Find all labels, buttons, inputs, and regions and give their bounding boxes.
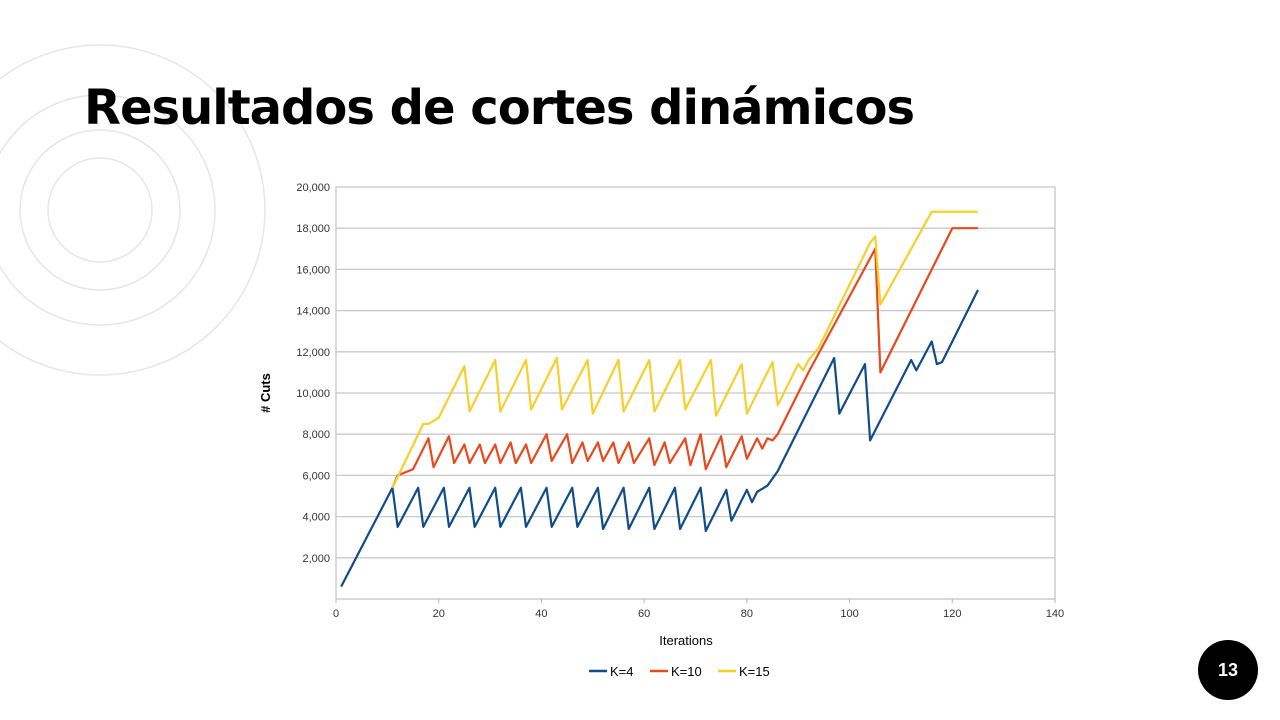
series-line-k4 [340,289,979,588]
legend-label: K=10 [671,664,702,679]
legend: K=4 K=10 K=15 [589,664,770,679]
y-tick-label: 10,000 [296,388,330,400]
x-tick-label: 40 [535,608,547,620]
y-tick-label: 12,000 [296,347,330,359]
y-tick-label: 6,000 [302,470,330,482]
y-tick-label: 20,000 [296,182,330,194]
series-line-k10 [391,227,978,489]
slide-title: Resultados de cortes dinámicos [84,80,915,136]
x-tick-label: 140 [1046,608,1064,620]
page-number-badge: 13 [1198,640,1258,700]
series-line-k15 [391,210,978,489]
y-tick-label: 8,000 [302,429,330,441]
y-tick-label: 16,000 [296,264,330,276]
y-tick-label: 4,000 [302,512,330,524]
y-tick-label: 14,000 [296,306,330,318]
x-tick-label: 20 [433,608,445,620]
x-axis-label: Iterations [659,633,713,648]
x-tick-label: 0 [333,608,339,620]
legend-label: K=15 [739,664,770,679]
x-tick-label: 60 [638,608,650,620]
x-tick-label: 100 [840,608,858,620]
y-tick-label: 2,000 [302,553,330,565]
legend-label: K=4 [610,664,634,679]
y-axis-label: # Cuts [258,373,273,413]
x-tick-label: 80 [741,608,753,620]
y-tick-label: 18,000 [296,223,330,235]
decorative-circles [0,44,266,376]
x-tick-label: 120 [943,608,961,620]
